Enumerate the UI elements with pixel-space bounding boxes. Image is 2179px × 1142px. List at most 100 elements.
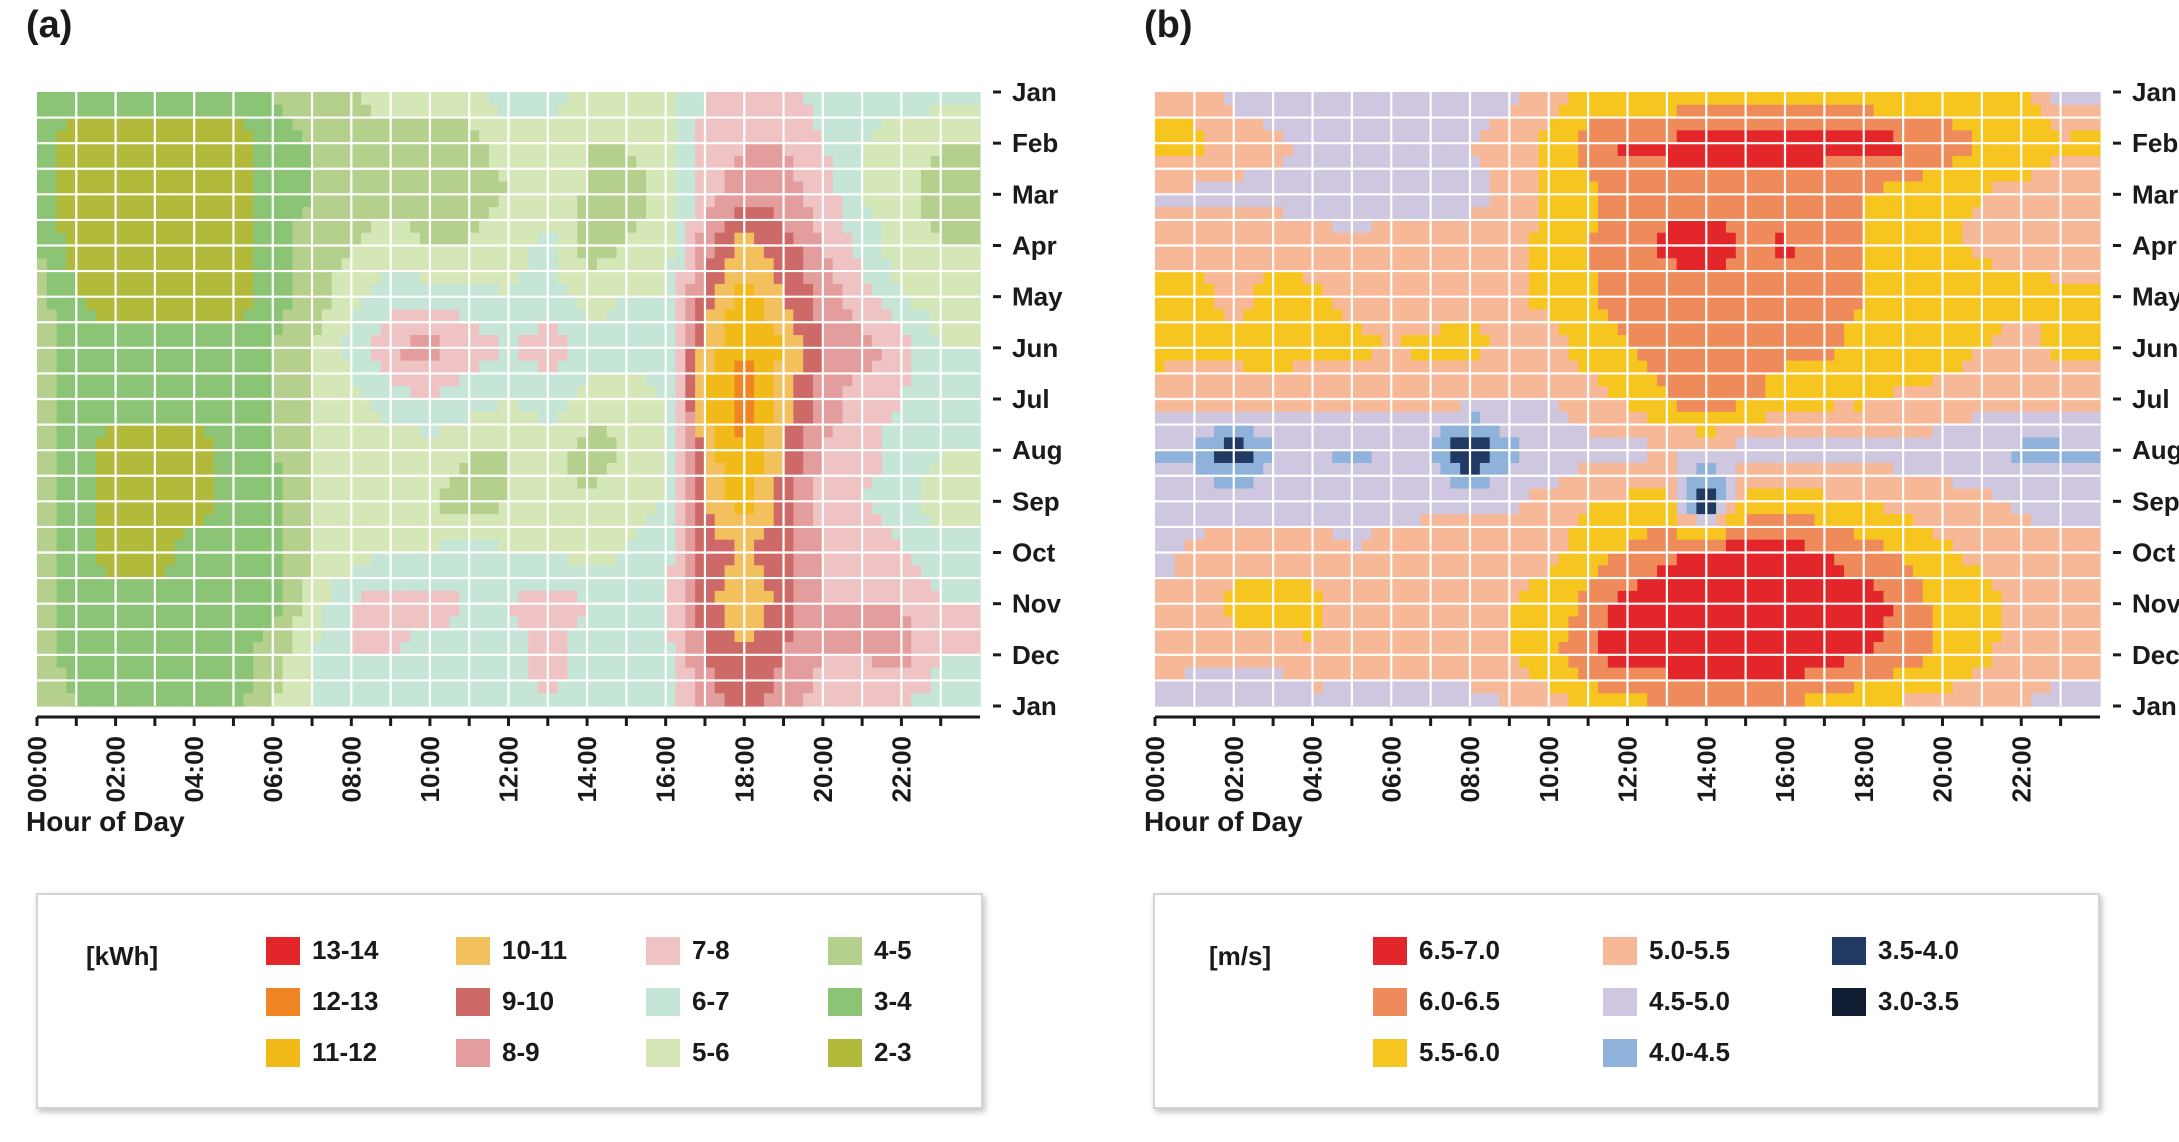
heatmap-cell [370, 616, 382, 630]
heatmap-cell [793, 194, 804, 208]
heatmap-cell [852, 552, 863, 566]
heatmap-cell [46, 667, 58, 682]
heatmap-cell [223, 168, 235, 183]
heatmap-cell [665, 92, 677, 106]
heatmap-cell [528, 143, 539, 157]
heatmap-cell [655, 92, 667, 106]
heatmap-cell [46, 373, 58, 387]
heatmap-cell [685, 629, 696, 643]
heatmap-cell [665, 283, 677, 298]
heatmap-cell [567, 322, 578, 336]
heatmap-cell [724, 450, 736, 464]
heatmap-cell [871, 386, 883, 400]
heatmap-cell [1450, 104, 1461, 119]
heatmap-cell [557, 629, 569, 643]
heatmap-cell [1804, 92, 1816, 106]
heatmap-cell [773, 143, 785, 157]
heatmap-cell [930, 693, 942, 707]
heatmap-cell [135, 181, 146, 195]
heatmap-cell [95, 475, 107, 490]
heatmap-cell [862, 578, 873, 592]
heatmap-cell [37, 667, 48, 682]
heatmap-cell [970, 232, 981, 247]
heatmap-cell [1529, 117, 1540, 131]
heatmap-cell [871, 680, 883, 694]
heatmap-cell [921, 680, 932, 694]
heatmap-cell [135, 155, 146, 170]
y-tick-label: Aug [1012, 435, 1063, 465]
heatmap-cell [606, 578, 618, 592]
heatmap-cell [1696, 130, 1707, 144]
heatmap-cell [115, 488, 126, 502]
heatmap-cell [115, 616, 126, 630]
heatmap-cell [321, 117, 333, 131]
heatmap-cell [66, 501, 77, 515]
heatmap-cell [822, 475, 834, 490]
heatmap-cell [596, 437, 608, 451]
heatmap-cell [675, 693, 686, 707]
heatmap-cell [66, 271, 77, 285]
heatmap-cell [312, 258, 323, 272]
heatmap-cell [547, 219, 559, 234]
heatmap-cell [145, 424, 156, 438]
heatmap-cell [567, 309, 578, 323]
heatmap-cell [508, 296, 519, 311]
heatmap-cell [508, 258, 519, 272]
heatmap-cell [636, 258, 647, 272]
heatmap-cell [469, 667, 480, 682]
heatmap-cell [901, 386, 912, 400]
heatmap-cell [940, 462, 952, 477]
heatmap-cell [724, 629, 736, 643]
heatmap-cell [233, 437, 244, 451]
heatmap-cell [145, 296, 156, 311]
heatmap-cell [400, 335, 411, 349]
heatmap-cell [292, 693, 303, 707]
heatmap-cell [174, 462, 185, 477]
heatmap-cell [321, 194, 333, 208]
heatmap-cell [76, 168, 87, 183]
heatmap-cell [361, 424, 372, 438]
heatmap-cell [213, 219, 225, 234]
heatmap-cell [724, 283, 736, 298]
heatmap-cell [410, 565, 421, 579]
heatmap-cell [960, 347, 971, 362]
heatmap-cell [341, 373, 352, 387]
heatmap-cell [842, 539, 853, 554]
heatmap-cell [292, 373, 303, 387]
heatmap-cell [292, 680, 303, 694]
heatmap-cell [459, 616, 470, 630]
heatmap-cell [596, 117, 608, 131]
heatmap-cell [66, 488, 77, 502]
heatmap-cell [636, 335, 647, 349]
heatmap-cell [911, 104, 922, 119]
heatmap-cell [154, 629, 166, 643]
heatmap-cell [213, 565, 225, 579]
heatmap-cell [292, 168, 303, 183]
heatmap-cell [125, 347, 136, 362]
heatmap-cell [37, 347, 48, 362]
heatmap-cell [449, 386, 460, 400]
heatmap-cell [695, 207, 706, 221]
heatmap-cell [380, 629, 392, 643]
heatmap-cell [773, 92, 785, 106]
heatmap-cell [724, 411, 736, 426]
heatmap-cell [479, 181, 490, 195]
heatmap-cell [400, 437, 411, 451]
heatmap-cell [950, 309, 961, 323]
heatmap-cell [508, 232, 519, 247]
heatmap-cell [56, 207, 68, 221]
heatmap-cell [704, 232, 716, 247]
heatmap-cell [439, 155, 451, 170]
heatmap-cell [1657, 104, 1668, 119]
heatmap-cell [1568, 117, 1579, 131]
heatmap-cell [46, 117, 58, 131]
heatmap-cell [154, 283, 166, 298]
heatmap-cell [1647, 130, 1658, 144]
heatmap-cell [547, 386, 559, 400]
heatmap-cell [498, 283, 510, 298]
heatmap-cell [940, 680, 952, 694]
heatmap-cell [1558, 130, 1570, 144]
heatmap-cell [773, 590, 785, 605]
heatmap-cell [587, 399, 598, 413]
heatmap-cell [312, 143, 323, 157]
